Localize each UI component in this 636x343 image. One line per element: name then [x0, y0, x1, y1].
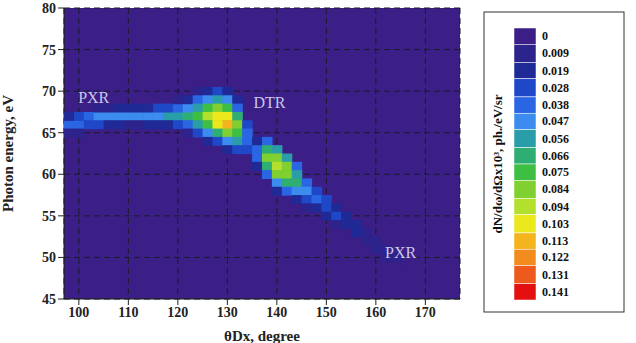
svg-text:0.084: 0.084 — [542, 182, 569, 196]
svg-text:130: 130 — [217, 305, 238, 320]
svg-text:55: 55 — [42, 209, 56, 224]
svg-text:0.131: 0.131 — [542, 268, 569, 282]
svg-text:Photon energy, eV: Photon energy, eV — [0, 95, 16, 212]
svg-text:0.038: 0.038 — [542, 98, 569, 112]
svg-text:0.019: 0.019 — [542, 64, 569, 78]
svg-text:65: 65 — [42, 126, 56, 141]
svg-text:0: 0 — [542, 29, 548, 43]
svg-text:60: 60 — [42, 167, 56, 182]
svg-text:140: 140 — [266, 305, 287, 320]
svg-text:0.075: 0.075 — [542, 165, 569, 179]
svg-text:θDx, degree: θDx, degree — [224, 328, 300, 343]
svg-text:160: 160 — [365, 305, 386, 320]
svg-text:0.141: 0.141 — [542, 285, 569, 299]
svg-text:0.009: 0.009 — [542, 46, 569, 60]
svg-text:150: 150 — [316, 305, 337, 320]
svg-text:0.113: 0.113 — [542, 234, 568, 248]
svg-text:170: 170 — [415, 305, 436, 320]
svg-text:45: 45 — [42, 292, 56, 307]
svg-text:70: 70 — [42, 84, 56, 99]
svg-text:50: 50 — [42, 250, 56, 265]
svg-text:100: 100 — [68, 305, 89, 320]
svg-text:120: 120 — [167, 305, 188, 320]
svg-text:PXR: PXR — [78, 89, 109, 106]
svg-text:0.028: 0.028 — [542, 81, 569, 95]
svg-text:0.122: 0.122 — [542, 250, 569, 264]
svg-text:0.094: 0.094 — [542, 200, 569, 214]
svg-text:80: 80 — [42, 1, 56, 16]
svg-text:dN/dω/dΩx10³, ph./eV/sr: dN/dω/dΩx10³, ph./eV/sr — [490, 94, 505, 233]
svg-text:75: 75 — [42, 43, 56, 58]
svg-text:0.066: 0.066 — [542, 149, 569, 163]
svg-text:0.047: 0.047 — [542, 114, 569, 128]
svg-text:DTR: DTR — [253, 94, 285, 111]
svg-text:PXR: PXR — [385, 244, 416, 261]
svg-text:0.056: 0.056 — [542, 132, 569, 146]
svg-text:110: 110 — [118, 305, 138, 320]
svg-text:0.103: 0.103 — [542, 217, 569, 231]
